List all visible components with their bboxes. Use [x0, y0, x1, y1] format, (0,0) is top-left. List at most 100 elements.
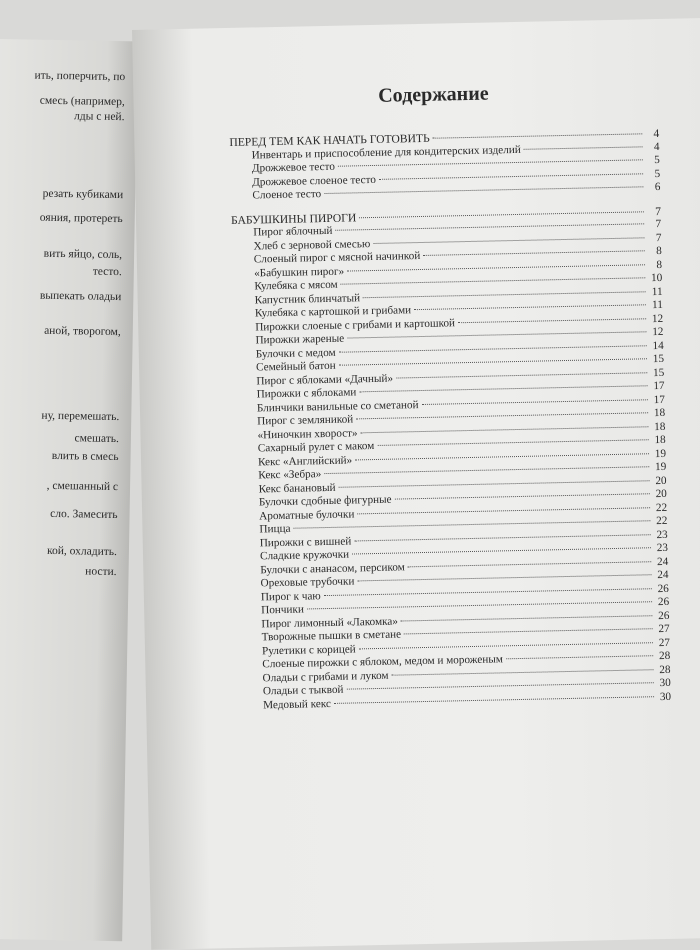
page-number: 23	[656, 528, 668, 541]
left-page-text: ить, поперчить, по смесь (например, лды с …	[0, 39, 138, 579]
leader-dots	[357, 574, 652, 582]
leader-dots	[338, 358, 648, 366]
page: ить, поперчить, по смесь (например, лды с …	[0, 17, 700, 950]
entry-title: Пирог к чаю	[260, 589, 321, 603]
left-line: влить в смесь	[51, 449, 119, 464]
entry-title: Кекс «Английский»	[257, 453, 353, 468]
leader-dots	[338, 479, 650, 488]
left-line: лды с ней.	[73, 110, 125, 124]
entry-title: Кекс «Зебра»	[258, 468, 322, 482]
leader-dots	[396, 371, 648, 379]
page-number: 26	[657, 582, 669, 595]
leader-dots	[377, 439, 649, 446]
entry-title: БАБУШКИНЫ ПИРОГИ	[230, 210, 357, 227]
page-number: 20	[655, 487, 667, 501]
leader-dots	[373, 236, 645, 244]
left-line: ояния, протереть	[39, 211, 123, 226]
leader-dots	[340, 277, 646, 285]
left-line: вить яйцо, соль,	[43, 247, 123, 262]
page-number: 11	[651, 285, 663, 298]
entry-title: Оладьи с грибами и луком	[262, 669, 389, 684]
leader-dots	[457, 317, 647, 323]
entry-title: Слоеное тесто	[252, 188, 322, 202]
page-number: 7	[655, 217, 662, 231]
leader-dots	[404, 628, 653, 635]
leader-dots	[324, 466, 650, 475]
left-page: ить, поперчить, по смесь (например, лды с …	[0, 38, 138, 942]
page-number: 26	[658, 609, 670, 622]
leader-dots	[363, 290, 646, 298]
page-number: 20	[655, 474, 667, 487]
page-number: 19	[654, 460, 667, 474]
page-number: 28	[658, 649, 671, 663]
entry-title: Пончики	[261, 603, 305, 617]
leader-dots	[359, 385, 648, 393]
entry-title: Булочки сдобные фигурные	[258, 493, 392, 509]
leader-dots	[337, 159, 643, 167]
leader-dots	[505, 655, 654, 660]
page-number: 22	[655, 501, 668, 514]
left-line: резать кубиками	[42, 187, 124, 202]
left-line: смесь (например,	[39, 94, 125, 109]
leader-dots	[324, 186, 644, 195]
page-number: 8	[656, 244, 662, 258]
leader-dots	[423, 250, 645, 256]
page-number: 5	[654, 153, 660, 167]
leader-dots	[335, 223, 645, 231]
page-number: 7	[654, 204, 662, 218]
left-line: ну, перемешать.	[41, 409, 120, 424]
page-number: 7	[655, 231, 662, 244]
left-line: , смешанный с	[46, 479, 119, 494]
page-number: 12	[651, 312, 664, 325]
toc-title: Содержание	[377, 82, 489, 107]
leader-dots	[346, 682, 654, 690]
entry-title: Ореховые трубочки	[260, 575, 355, 590]
left-line: выпекать оладьи	[39, 289, 122, 304]
leader-dots	[333, 695, 655, 704]
page-number: 27	[658, 622, 670, 636]
page-number: 26	[657, 595, 670, 609]
left-line: ить, поперчить, по	[34, 69, 126, 84]
left-line: аной, творогом,	[44, 324, 121, 339]
toc: ПЕРЕД ТЕМ КАК НАЧАТЬ ГОТОВИТЬ 4 Инвентарь …	[229, 127, 671, 713]
page-number: 11	[651, 298, 664, 312]
leader-dots	[306, 601, 653, 610]
leader-dots	[355, 452, 649, 460]
left-line: смешать.	[74, 432, 120, 446]
page-number: 6	[654, 180, 661, 194]
page-number: 18	[654, 433, 666, 447]
leader-dots	[323, 587, 652, 596]
leader-dots	[394, 493, 650, 500]
left-line: кой, охладить.	[46, 544, 118, 559]
right-page: Содержание ПЕРЕД ТЕМ КАК НАЧАТЬ ГОТОВИТЬ…	[132, 17, 700, 950]
page-number: 24	[657, 568, 669, 582]
page-number: 18	[653, 406, 666, 420]
leader-dots	[378, 172, 644, 180]
page-number: 30	[659, 676, 671, 690]
entry-title: Медовый кекс	[263, 697, 332, 711]
left-line: ности.	[85, 565, 117, 579]
page-number: 14	[652, 339, 664, 352]
leader-dots	[356, 412, 649, 420]
leader-dots	[358, 641, 653, 649]
page-number: 18	[654, 420, 666, 433]
page-number: 22	[656, 514, 668, 528]
leader-dots	[359, 210, 644, 218]
page-number: 10	[650, 271, 663, 285]
page-number: 28	[659, 663, 671, 676]
page-number: 12	[652, 325, 664, 339]
page-number: 15	[652, 352, 665, 366]
leader-dots	[354, 533, 651, 541]
leader-dots	[360, 425, 649, 433]
leader-dots	[357, 506, 651, 514]
page-number: 27	[658, 636, 671, 649]
entry-title: Пирог с яблоками «Дачный»	[256, 372, 394, 387]
page-number: 30	[659, 690, 672, 703]
leader-dots	[421, 398, 648, 405]
entry-title: Ароматные булочки	[259, 507, 355, 522]
leader-dots	[391, 668, 654, 676]
entry-title: Пицца	[259, 522, 291, 536]
page-number: 19	[654, 447, 667, 460]
page-number: 4	[653, 140, 660, 153]
page-number: 17	[653, 379, 665, 393]
